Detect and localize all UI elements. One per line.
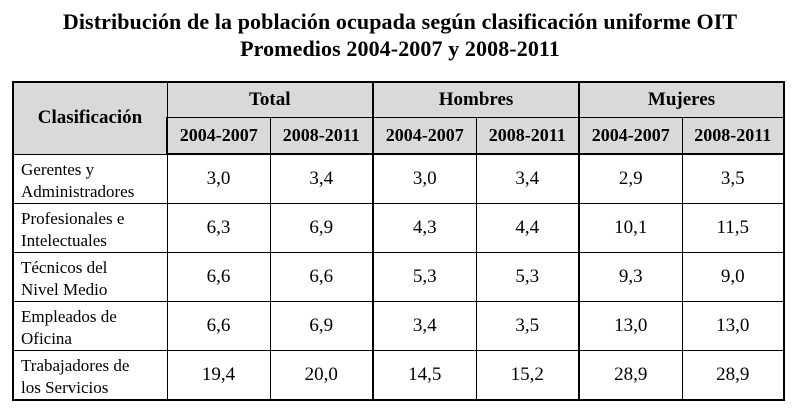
value-cell: 4,4: [475, 202, 580, 253]
value-cell: 13,0: [578, 300, 683, 351]
table-row: Empleados de Oficina 6,6 6,9 3,4 3,5 13,0…: [12, 300, 786, 351]
value-cell: 20,0: [269, 349, 374, 401]
row-label-line: los Servicios: [21, 377, 109, 397]
value-cell: 3,4: [475, 153, 580, 204]
row-label-cell: Trabajadores de los Servicios: [12, 349, 168, 401]
value-cell: 15,2: [475, 349, 580, 401]
value-cell: 14,5: [372, 349, 477, 401]
value-cell: 2,9: [578, 153, 683, 204]
value-cell: 3,0: [372, 153, 477, 204]
value-cell: 6,6: [166, 300, 271, 351]
table-row: Profesionales e Intelectuales 6,3 6,9 4,3…: [12, 202, 786, 253]
period-header-cell: 2004-2007: [166, 116, 271, 155]
title-line-1: Distribución de la población ocupada seg…: [62, 9, 738, 34]
value-cell: 11,5: [681, 202, 786, 253]
row-label-cell: Profesionales e Intelectuales: [12, 202, 168, 253]
period-header-row: 2004-2007 2008-2011 2004-2007 2008-2011 …: [13, 116, 786, 155]
row-label-cell: Técnicos del Nivel Medio: [12, 251, 168, 302]
value-cell: 5,3: [372, 251, 477, 302]
value-cell: 6,3: [166, 202, 271, 253]
value-cell: 6,6: [269, 251, 374, 302]
value-cell: 3,5: [681, 153, 786, 204]
row-label-line: Intelectuales: [21, 230, 107, 250]
period-header-cell: 2008-2011: [269, 116, 374, 155]
row-label-cell: Gerentes y Administradores: [12, 153, 168, 204]
value-cell: 3,4: [372, 300, 477, 351]
value-cell: 3,5: [475, 300, 580, 351]
value-cell: 9,3: [578, 251, 683, 302]
row-label-line: Gerentes y: [21, 159, 95, 179]
table-row: Trabajadores de los Servicios 19,4 20,0 1…: [12, 349, 786, 401]
value-cell: 28,9: [681, 349, 786, 401]
value-cell: 4,3: [372, 202, 477, 253]
row-label-line: Nivel Medio: [21, 279, 108, 299]
value-cell: 13,0: [681, 300, 786, 351]
value-cell: 28,9: [578, 349, 683, 401]
row-label-line: Empleados de: [21, 306, 117, 326]
value-cell: 9,0: [681, 251, 786, 302]
value-cell: 3,0: [166, 153, 271, 204]
row-label-line: Oficina: [21, 328, 72, 348]
row-label-line: Profesionales e: [21, 208, 125, 228]
value-cell: 6,6: [166, 251, 271, 302]
value-cell: 5,3: [475, 251, 580, 302]
value-cell: 6,9: [269, 202, 374, 253]
period-header-cell: 2008-2011: [475, 116, 580, 155]
table-row: Gerentes y Administradores 3,0 3,4 3,0 3,…: [12, 153, 786, 204]
period-header-cell: 2004-2007: [578, 116, 683, 155]
group-header-mujeres: Mujeres: [578, 81, 786, 118]
value-cell: 3,4: [269, 153, 374, 204]
row-label-line: Trabajadores de: [21, 355, 130, 375]
row-label-line: Técnicos del: [21, 257, 108, 277]
group-header-total: Total: [166, 81, 374, 118]
title-line-2: Promedios 2004-2007 y 2008-2011: [240, 36, 560, 61]
period-header-cell: 2004-2007: [372, 116, 477, 155]
page-title: Distribución de la población ocupada seg…: [0, 8, 800, 62]
data-table: Clasificación Total Hombres Mujeres 2004…: [12, 81, 786, 401]
group-header-row: Clasificación Total Hombres Mujeres: [12, 81, 786, 155]
table-row: Técnicos del Nivel Medio 6,6 6,6 5,3 5,3 …: [12, 251, 786, 302]
row-header-cell: Clasificación: [12, 81, 168, 155]
value-cell: 19,4: [166, 349, 271, 401]
row-label-cell: Empleados de Oficina: [12, 300, 168, 351]
value-cell: 6,9: [269, 300, 374, 351]
row-label-line: Administradores: [21, 181, 135, 201]
group-header-hombres: Hombres: [372, 81, 580, 118]
period-header-cell: 2008-2011: [681, 116, 786, 155]
value-cell: 10,1: [578, 202, 683, 253]
